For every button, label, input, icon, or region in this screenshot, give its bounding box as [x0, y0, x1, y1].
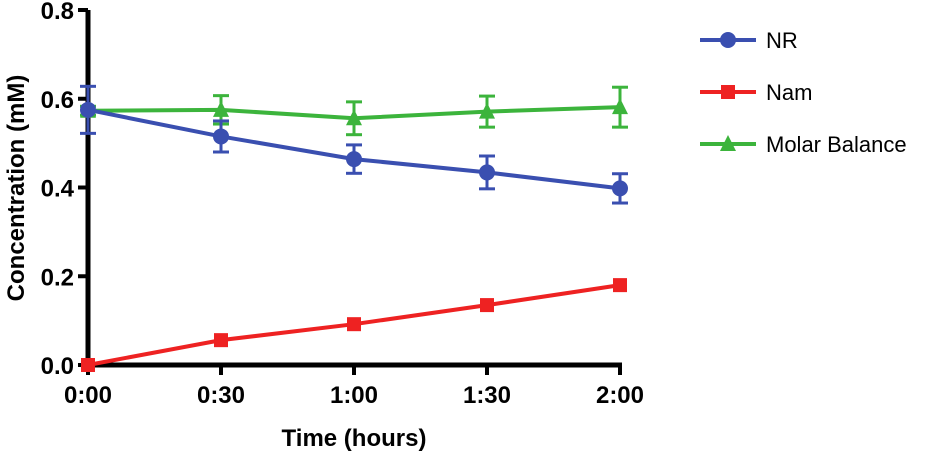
y-tick-label: 0.8 [41, 0, 74, 25]
triangle-marker [612, 98, 628, 115]
series-nam [81, 278, 627, 372]
circle-marker [213, 128, 229, 145]
triangle-marker [346, 109, 362, 126]
square-marker [81, 358, 95, 372]
triangle-marker [213, 100, 229, 117]
x-tick-label: 1:30 [463, 382, 511, 409]
triangle-marker [720, 135, 736, 151]
circle-marker [346, 151, 362, 168]
circle-marker [479, 164, 495, 181]
circle-marker [80, 101, 96, 118]
y-tick-label: 0.4 [41, 176, 75, 203]
legend-label: Molar Balance [766, 132, 907, 157]
circle-marker [612, 180, 628, 197]
x-tick-label: 0:00 [64, 382, 112, 409]
y-tick-label: 0.6 [41, 87, 74, 114]
square-marker [721, 85, 735, 99]
axes: 0.0 0.2 0.4 0.6 0.8 0:00 0:30 1:00 1:30 2:00 [41, 0, 644, 409]
x-axis-label: Time (hours) [282, 425, 427, 452]
x-tick-label: 0:30 [197, 382, 245, 409]
series-layer [80, 84, 628, 372]
legend-label: Nam [766, 80, 812, 105]
triangle-marker [479, 102, 495, 119]
legend-item: NR [700, 28, 798, 53]
legend-label: NR [766, 28, 798, 53]
series-molar-balance [80, 85, 628, 137]
square-marker [214, 333, 228, 348]
square-marker [613, 278, 627, 293]
x-tick-label: 2:00 [596, 382, 644, 409]
legend: NR Nam Molar Balance [700, 28, 907, 157]
x-tick-label: 1:00 [330, 382, 378, 409]
square-marker [347, 317, 361, 332]
y-axis-label: Concentration (mM) [3, 75, 30, 302]
y-tick-label: 0.2 [41, 264, 74, 291]
legend-item: Molar Balance [700, 132, 907, 157]
y-tick-label: 0.0 [41, 353, 74, 380]
square-marker [480, 298, 494, 313]
circle-marker [720, 32, 736, 48]
series-nr [80, 84, 628, 205]
legend-item: Nam [700, 80, 812, 105]
